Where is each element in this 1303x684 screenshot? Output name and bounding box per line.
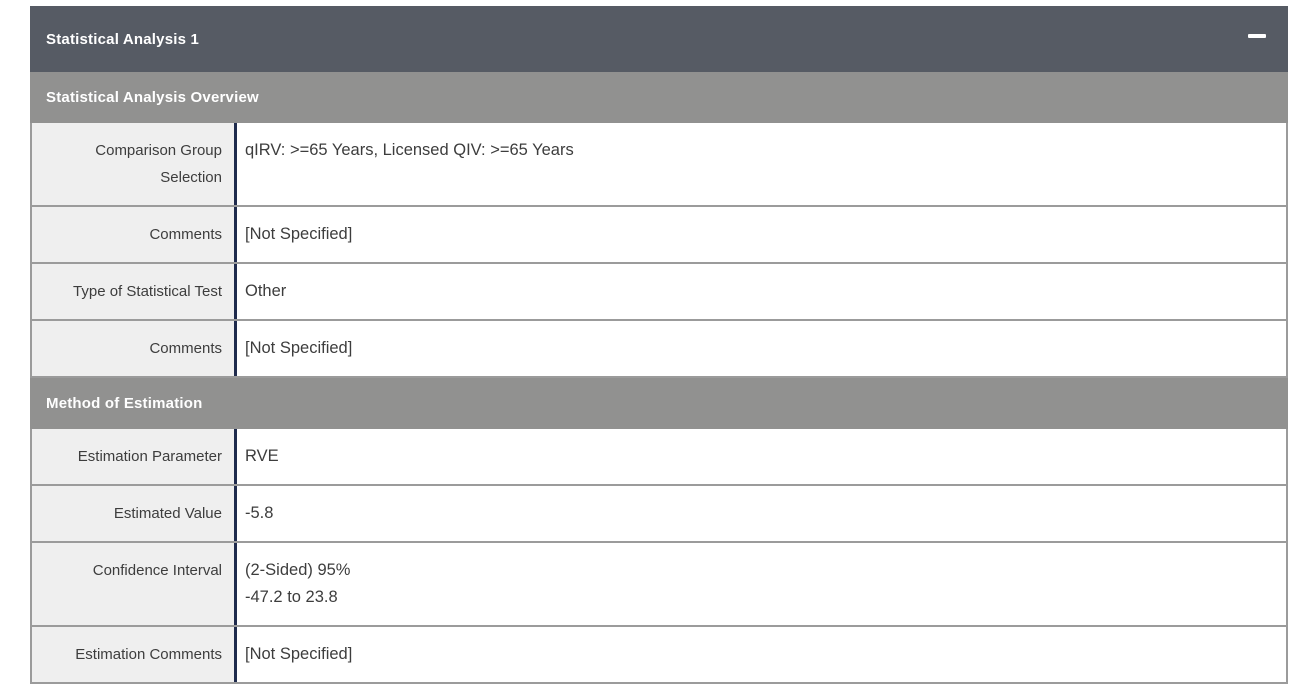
row-value: [Not Specified] [234, 207, 1286, 262]
section-title: Statistical Analysis Overview [46, 89, 259, 106]
panel-title: Statistical Analysis 1 [46, 30, 200, 48]
row-value: RVE [234, 429, 1286, 484]
row-label: Confidence Interval [32, 543, 234, 625]
row-value: qIRV: >=65 Years, Licensed QIV: >=65 Yea… [234, 123, 1286, 205]
table-row-comparison-group-selection: Comparison Group Selection qIRV: >=65 Ye… [30, 123, 1288, 207]
row-value: -5.8 [234, 486, 1286, 541]
table-row-estimation-parameter: Estimation Parameter RVE [30, 429, 1288, 486]
table-row-type-of-statistical-test: Type of Statistical Test Other [30, 264, 1288, 321]
row-value: (2-Sided) 95% -47.2 to 23.8 [234, 543, 1286, 625]
section-header: Statistical Analysis Overview [30, 72, 1288, 123]
table-row-estimation-comments: Estimation Comments [Not Specified] [30, 627, 1288, 684]
row-label: Comparison Group Selection [32, 123, 234, 205]
confidence-interval-line-1: (2-Sided) 95% [245, 561, 351, 579]
row-label: Comments [32, 321, 234, 376]
row-label: Type of Statistical Test [32, 264, 234, 319]
collapse-button[interactable] [1248, 28, 1266, 38]
row-value: Other [234, 264, 1286, 319]
statistical-analysis-panel: Statistical Analysis 1 Statistical Analy… [30, 6, 1288, 684]
table-row-confidence-interval: Confidence Interval (2-Sided) 95% -47.2 … [30, 543, 1288, 627]
table-row-estimated-value: Estimated Value -5.8 [30, 486, 1288, 543]
minus-icon [1248, 34, 1266, 38]
panel-header[interactable]: Statistical Analysis 1 [30, 6, 1288, 72]
row-label: Estimation Comments [32, 627, 234, 682]
row-label: Estimation Parameter [32, 429, 234, 484]
table-row-comments: Comments [Not Specified] [30, 321, 1288, 378]
section-header: Method of Estimation [30, 378, 1288, 429]
section-statistical-analysis-overview: Statistical Analysis Overview Comparison… [30, 72, 1288, 378]
table-row-comments: Comments [Not Specified] [30, 207, 1288, 264]
section-title: Method of Estimation [46, 395, 203, 412]
row-value: [Not Specified] [234, 321, 1286, 376]
row-label: Comments [32, 207, 234, 262]
confidence-interval-line-2: -47.2 to 23.8 [245, 588, 338, 606]
row-label: Estimated Value [32, 486, 234, 541]
row-value: [Not Specified] [234, 627, 1286, 682]
section-method-of-estimation: Method of Estimation Estimation Paramete… [30, 378, 1288, 684]
